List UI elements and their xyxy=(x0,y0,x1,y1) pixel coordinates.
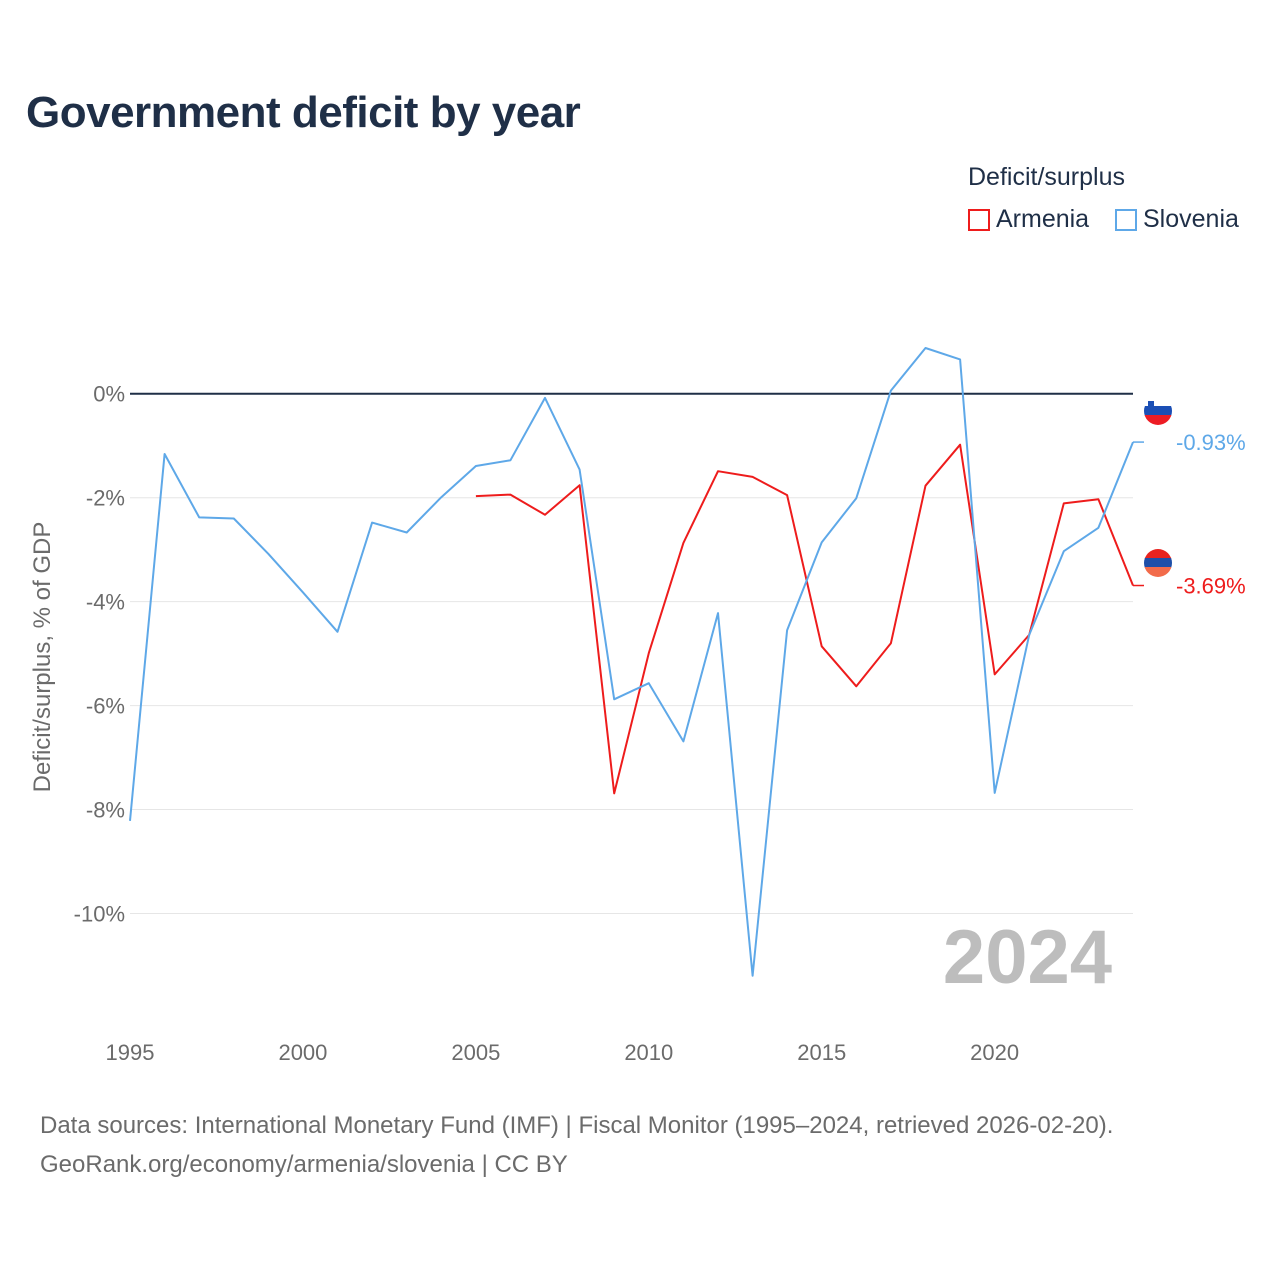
y-tick-label: -10% xyxy=(74,901,125,926)
flag-armenia-icon xyxy=(1144,549,1172,577)
legend-item-slovenia[interactable]: Slovenia xyxy=(1115,205,1239,234)
legend-label-armenia: Armenia xyxy=(996,205,1090,233)
x-tick-label: 2000 xyxy=(278,1040,327,1065)
legend-label-slovenia: Slovenia xyxy=(1143,205,1239,233)
series-line-armenia[interactable] xyxy=(475,443,1134,795)
year-watermark: 2024 xyxy=(943,915,1112,1000)
end-value-label-slovenia: -0.93% xyxy=(1176,430,1246,455)
y-axis-label: Deficit/surplus, % of GDP xyxy=(29,522,56,793)
x-tick-label: 2015 xyxy=(797,1040,846,1065)
x-tick-label: 2020 xyxy=(970,1040,1019,1065)
line-chart: 0% -2% -4% -6% -8% -10% 1995 2000 2005 2010 2015 20… xyxy=(29,347,1246,1065)
y-tick-label: 0% xyxy=(93,382,125,407)
y-tick-label: -8% xyxy=(86,798,125,823)
x-tick-label: 2010 xyxy=(624,1040,673,1065)
x-tick-label: 1995 xyxy=(106,1040,155,1065)
legend-swatch-armenia xyxy=(968,208,990,231)
series-line-slovenia[interactable] xyxy=(129,347,1134,977)
y-tick-label: -6% xyxy=(86,694,125,719)
x-tick-label: 2005 xyxy=(451,1040,500,1065)
chart-title: Government deficit by year xyxy=(26,88,581,137)
footer-sources: Data sources: International Monetary Fun… xyxy=(40,1112,1114,1139)
y-tick-label: -2% xyxy=(86,486,125,511)
legend-swatch-slovenia xyxy=(1115,208,1137,231)
footer-link[interactable]: GeoRank.org/economy/armenia/slovenia | C… xyxy=(40,1151,568,1178)
flag-slovenia-icon xyxy=(1144,397,1172,425)
end-value-label-armenia: -3.69% xyxy=(1176,574,1246,599)
legend-title: Deficit/surplus xyxy=(968,163,1125,191)
y-tick-label: -4% xyxy=(86,590,125,615)
legend-item-armenia[interactable]: Armenia xyxy=(968,205,1089,234)
footer: Data sources: International Monetary Fun… xyxy=(40,1106,1113,1184)
